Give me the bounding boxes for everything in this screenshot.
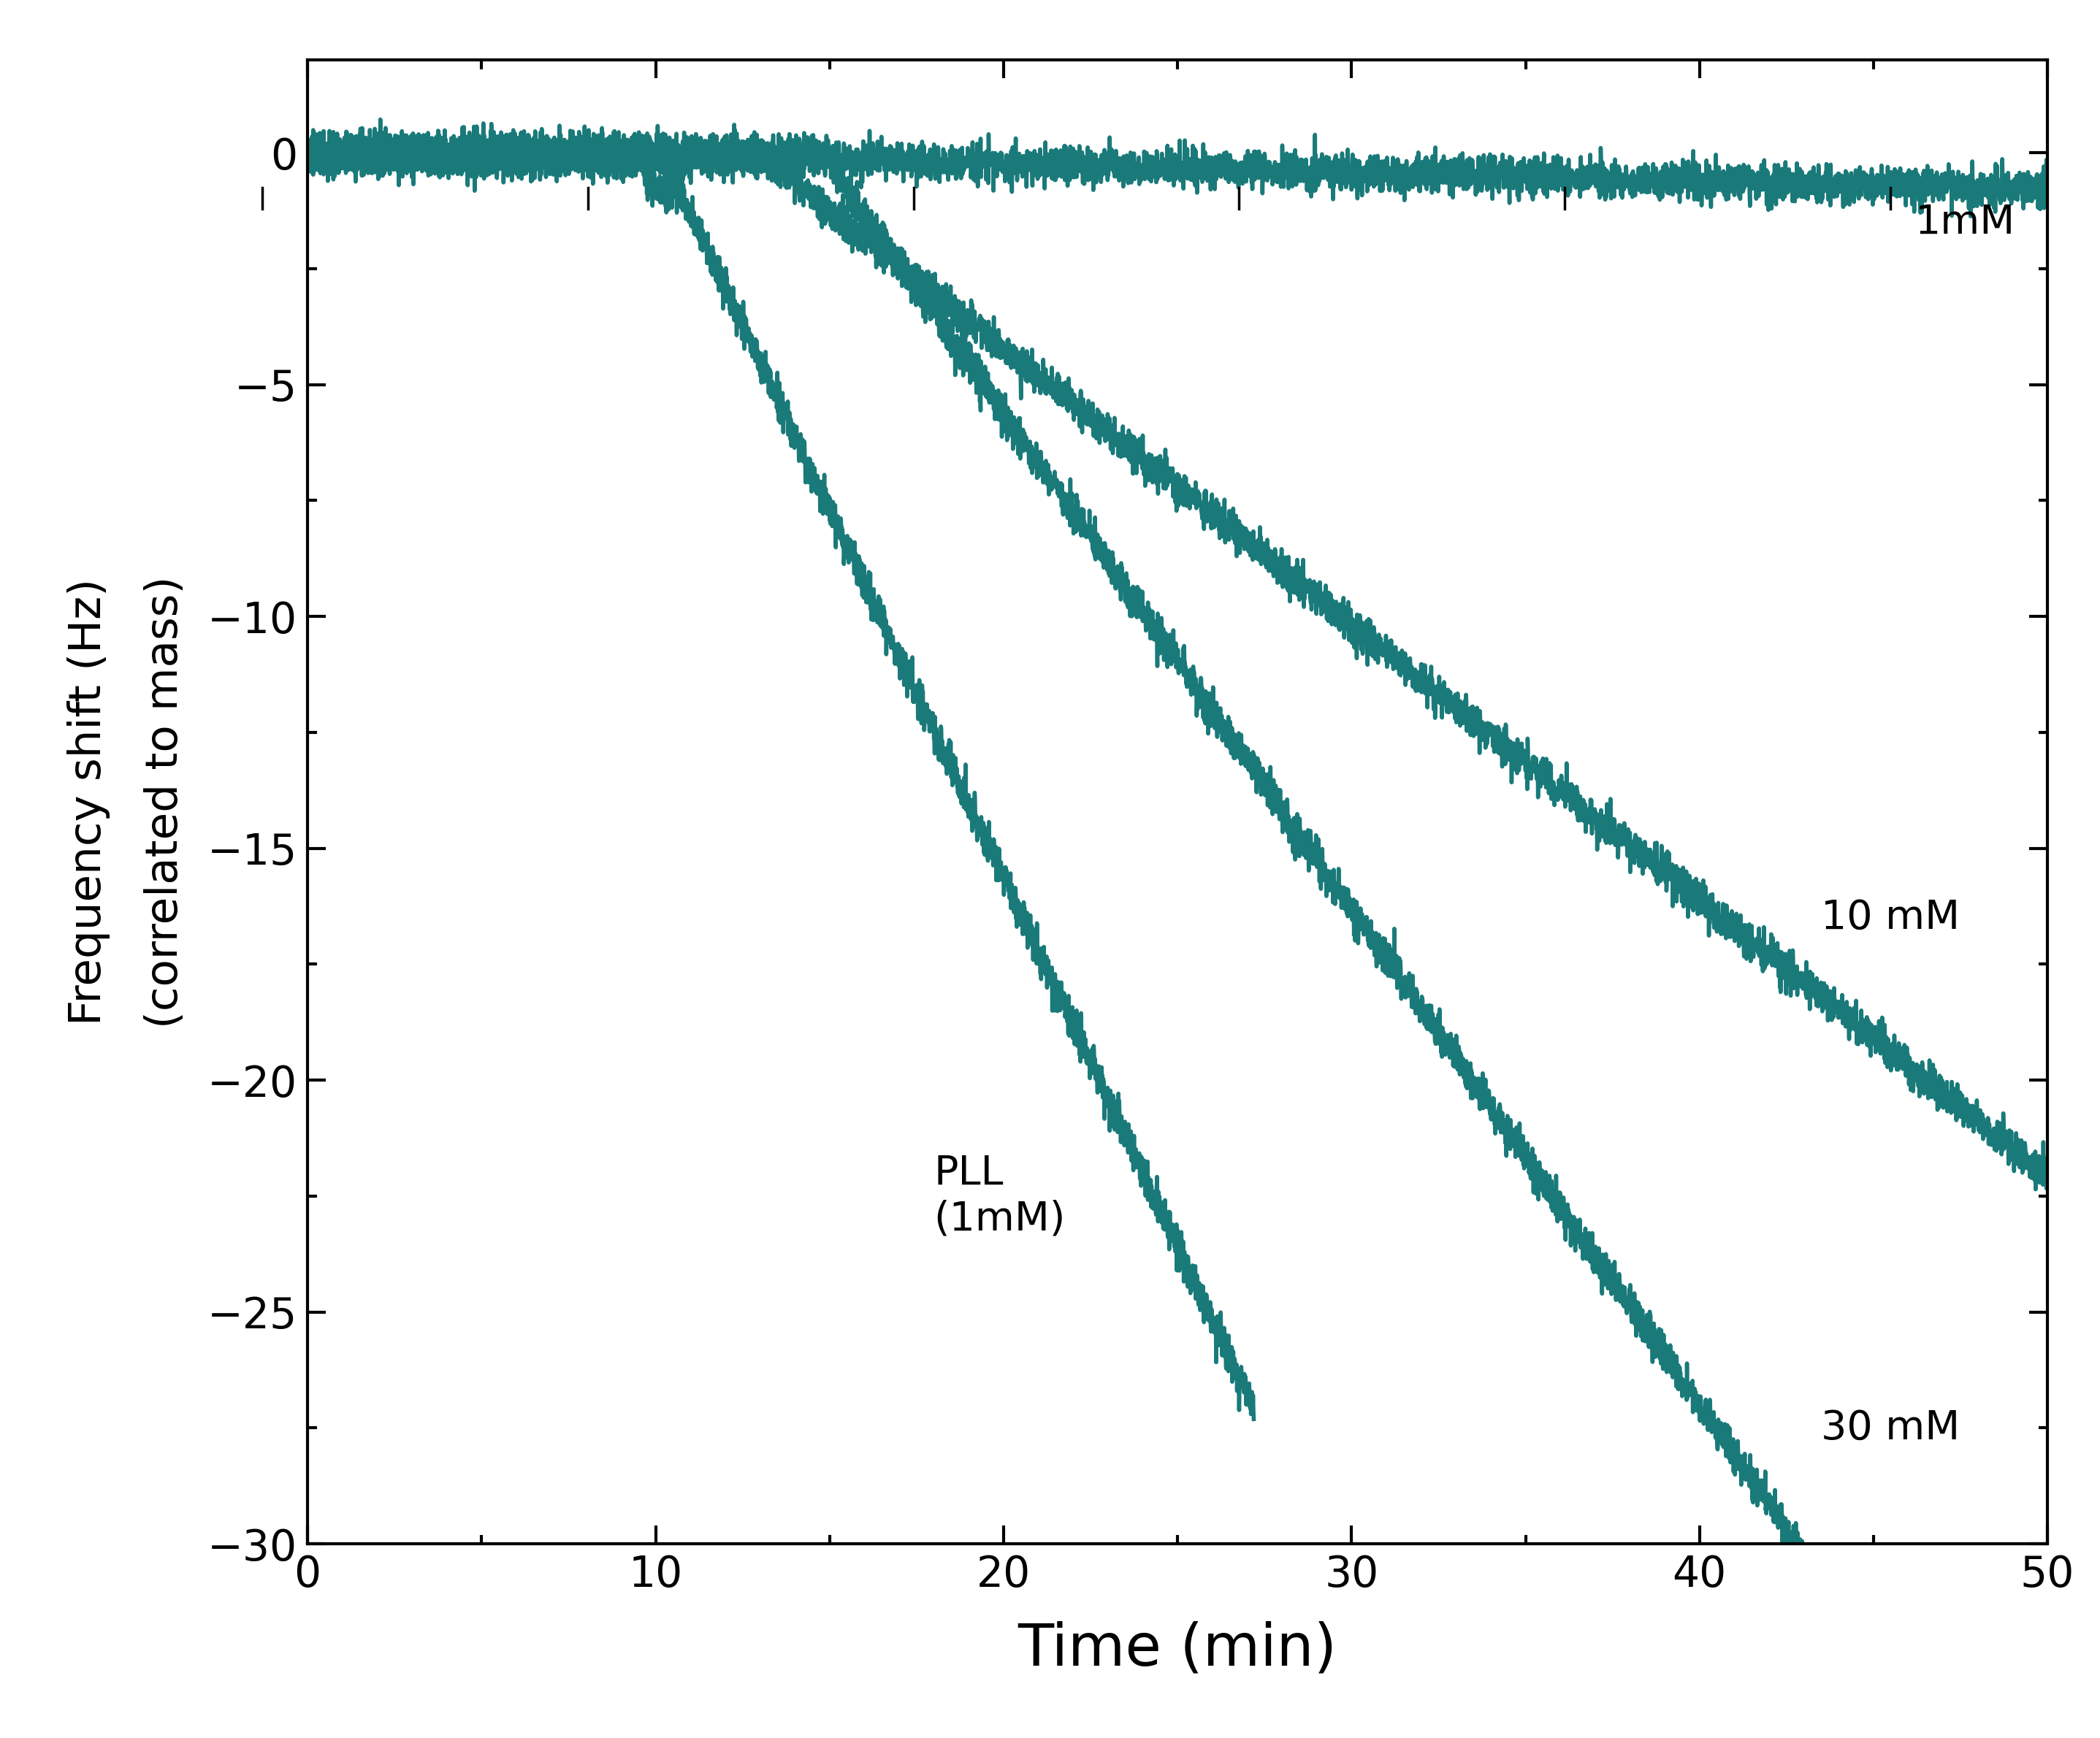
- X-axis label: Time (min): Time (min): [1018, 1622, 1338, 1677]
- Text: PLL
(1mM): PLL (1mM): [934, 1154, 1065, 1239]
- Y-axis label: Frequency shift (Hz)
(correlated to mass): Frequency shift (Hz) (correlated to mass…: [67, 575, 187, 1029]
- Text: 30 mM: 30 mM: [1821, 1408, 1959, 1448]
- Text: 10 mM: 10 mM: [1821, 899, 1959, 937]
- Text: 1mM: 1mM: [1915, 203, 2016, 242]
